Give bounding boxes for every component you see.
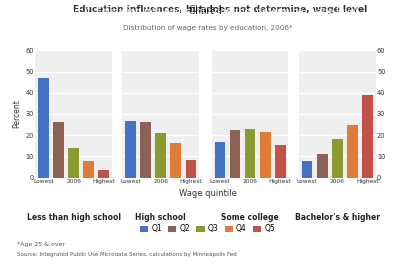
Bar [68,148,79,178]
Bar [332,139,343,178]
Bar [229,130,240,178]
Bar [38,78,49,178]
Text: High school: High school [135,213,186,222]
Bar [260,132,271,178]
Bar [362,95,373,178]
Bar [275,145,286,178]
Text: Some college: Some college [221,213,279,222]
Bar [244,129,256,178]
Bar [186,160,196,178]
Y-axis label: Percent: Percent [12,100,21,128]
Text: Bachelor's & higher: Bachelor's & higher [295,213,380,222]
Text: *Age 25 & over: *Age 25 & over [17,242,65,248]
Bar [171,143,181,178]
Bar [215,142,225,178]
Bar [317,154,327,178]
Text: Chart 4. Education influences, but does not determine, wage level: Chart 4. Education influences, but does … [57,7,358,16]
Bar [53,122,64,178]
Bar [98,170,109,178]
Bar [83,161,94,178]
Text: Less than high school: Less than high school [27,213,121,222]
Text: Distribution of wage rates by education, 2006*: Distribution of wage rates by education,… [123,25,292,32]
Bar [302,161,312,178]
Bar [140,122,151,178]
Text: Wage quintile: Wage quintile [178,189,237,198]
Text: Chart 4.: Chart 4. [189,5,226,14]
Text: Source: Integrated Public Use Microdata Series, calculations by Minneapolis Fed: Source: Integrated Public Use Microdata … [17,252,237,257]
Legend: Q1, Q2, Q3, Q4, Q5: Q1, Q2, Q3, Q4, Q5 [140,224,275,233]
Text: Chart 4.: Chart 4. [189,7,226,16]
Text: Education influences, but does not determine, wage level: Education influences, but does not deter… [48,5,367,14]
Bar [125,121,136,178]
Bar [155,133,166,178]
Bar [347,125,358,178]
